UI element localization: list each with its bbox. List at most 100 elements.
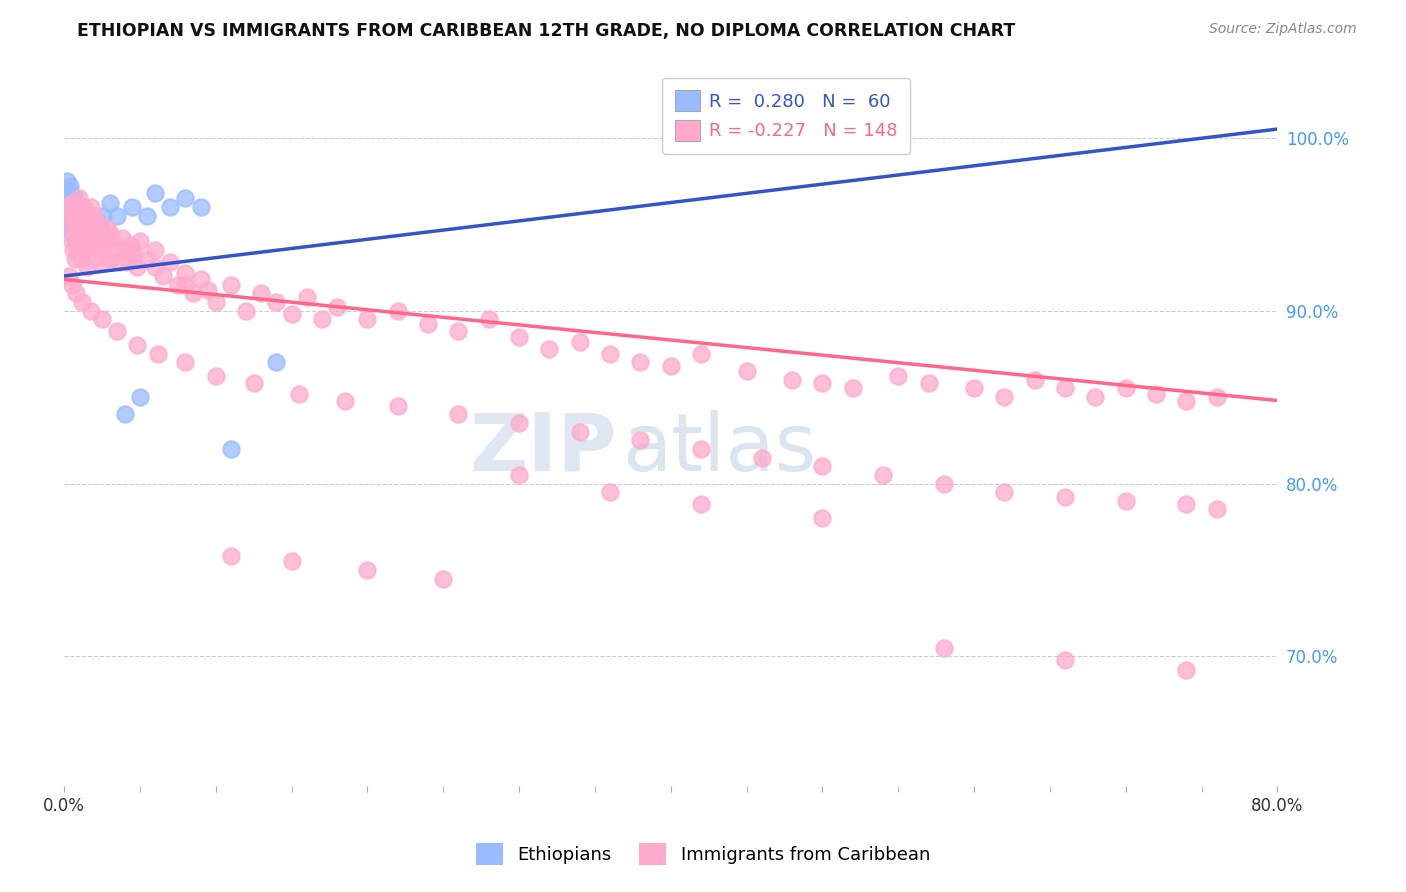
Point — [1175, 393, 1198, 408]
Point — [98, 196, 121, 211]
Point — [280, 307, 302, 321]
Point — [1115, 381, 1137, 395]
Point — [1024, 373, 1046, 387]
Point — [69, 252, 91, 266]
Point — [887, 369, 910, 384]
Point — [416, 318, 439, 332]
Point — [69, 217, 91, 231]
Point — [447, 324, 470, 338]
Point — [1084, 390, 1107, 404]
Point — [60, 235, 83, 249]
Point — [55, 200, 77, 214]
Point — [72, 203, 94, 218]
Point — [159, 255, 181, 269]
Point — [872, 467, 894, 482]
Point — [266, 295, 288, 310]
Point — [79, 238, 101, 252]
Point — [122, 248, 145, 262]
Point — [91, 312, 114, 326]
Point — [181, 286, 204, 301]
Point — [356, 312, 378, 326]
Point — [60, 217, 83, 231]
Point — [963, 381, 986, 395]
Point — [508, 467, 530, 482]
Point — [69, 200, 91, 214]
Point — [105, 209, 128, 223]
Point — [104, 243, 127, 257]
Point — [630, 355, 652, 369]
Point — [98, 226, 121, 240]
Point — [780, 373, 803, 387]
Point — [73, 243, 96, 257]
Point — [280, 554, 302, 568]
Point — [96, 220, 118, 235]
Point — [77, 226, 100, 240]
Point — [174, 266, 197, 280]
Point — [136, 209, 159, 223]
Point — [105, 324, 128, 338]
Point — [62, 209, 84, 223]
Point — [86, 213, 108, 227]
Point — [143, 243, 166, 257]
Point — [190, 200, 212, 214]
Point — [62, 213, 84, 227]
Point — [121, 200, 143, 214]
Point — [1054, 381, 1077, 395]
Point — [219, 442, 242, 456]
Point — [432, 572, 454, 586]
Point — [67, 231, 90, 245]
Point — [690, 347, 713, 361]
Point — [932, 476, 955, 491]
Point — [166, 277, 188, 292]
Point — [125, 338, 148, 352]
Point — [993, 390, 1015, 404]
Point — [333, 393, 356, 408]
Point — [128, 235, 150, 249]
Point — [72, 226, 94, 240]
Point — [59, 186, 82, 200]
Point — [73, 231, 96, 245]
Point — [63, 217, 86, 231]
Point — [993, 485, 1015, 500]
Point — [538, 342, 561, 356]
Point — [326, 300, 349, 314]
Point — [63, 226, 86, 240]
Point — [67, 226, 90, 240]
Point — [204, 369, 226, 384]
Point — [72, 226, 94, 240]
Point — [114, 243, 136, 257]
Point — [1205, 390, 1227, 404]
Point — [121, 243, 143, 257]
Point — [72, 295, 94, 310]
Point — [67, 191, 90, 205]
Point — [250, 286, 273, 301]
Text: ZIP: ZIP — [470, 409, 616, 488]
Point — [69, 217, 91, 231]
Point — [295, 290, 318, 304]
Point — [59, 196, 82, 211]
Text: Source: ZipAtlas.com: Source: ZipAtlas.com — [1209, 22, 1357, 37]
Point — [356, 563, 378, 577]
Point — [811, 459, 834, 474]
Point — [143, 260, 166, 275]
Point — [62, 220, 84, 235]
Point — [63, 252, 86, 266]
Point — [66, 220, 89, 235]
Point — [67, 243, 90, 257]
Point — [690, 497, 713, 511]
Point — [76, 213, 98, 227]
Point — [60, 191, 83, 205]
Point — [65, 226, 87, 240]
Point — [56, 209, 79, 223]
Point — [63, 191, 86, 205]
Point — [59, 220, 82, 235]
Point — [58, 183, 80, 197]
Point — [65, 200, 87, 214]
Point — [93, 209, 115, 223]
Point — [86, 226, 108, 240]
Point — [125, 260, 148, 275]
Point — [65, 235, 87, 249]
Point — [288, 386, 311, 401]
Point — [242, 376, 264, 391]
Point — [58, 191, 80, 205]
